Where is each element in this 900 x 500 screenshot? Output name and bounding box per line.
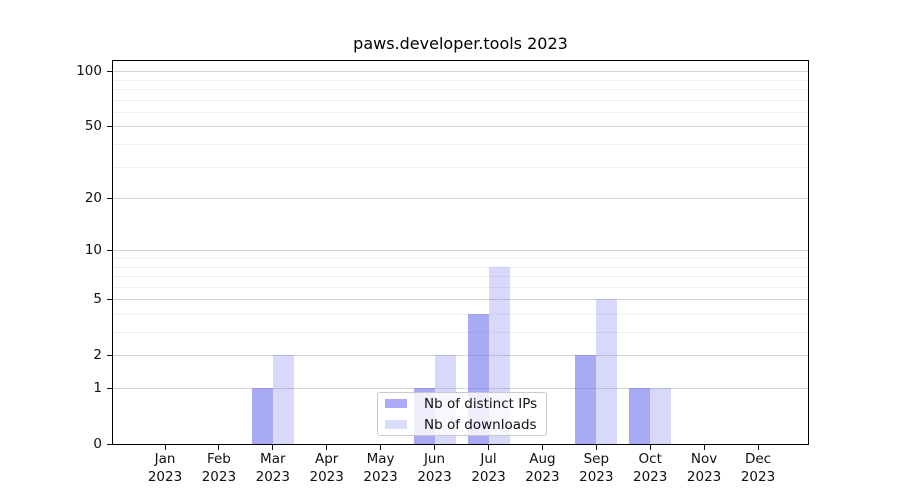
- major-gridline: [113, 198, 808, 200]
- minor-gridline: [113, 89, 808, 90]
- x-tick-mark: [218, 445, 220, 450]
- y-axis-tick-label: 100: [76, 63, 102, 80]
- y-tick-mark: [107, 354, 112, 356]
- x-axis-tick-label: Sep 2023: [579, 451, 614, 485]
- y-axis-tick-label: 1: [93, 380, 102, 396]
- plot-area: [112, 60, 809, 445]
- minor-gridline: [113, 99, 808, 101]
- bar-downloads-oct: [650, 388, 672, 444]
- y-tick-mark: [107, 387, 112, 389]
- major-gridline: [113, 355, 808, 357]
- x-axis-tick-label: Mar 2023: [255, 451, 290, 485]
- major-gridline: [113, 71, 808, 73]
- minor-gridline: [113, 166, 808, 168]
- y-axis-tick-label: 0: [93, 436, 102, 452]
- major-gridline: [113, 388, 808, 389]
- x-tick-mark: [541, 445, 543, 450]
- legend-entry: Nb of distinct IPs: [385, 396, 538, 412]
- major-gridline: [113, 299, 808, 301]
- x-tick-mark: [434, 445, 435, 450]
- x-axis-tick-label: Feb 2023: [201, 451, 237, 485]
- x-axis-tick-label: Aug 2023: [525, 451, 560, 485]
- major-gridline: [113, 126, 808, 128]
- legend-label: Nb of distinct IPs: [424, 395, 538, 412]
- major-gridline: [113, 250, 808, 252]
- y-axis-tick-label: 50: [84, 118, 102, 135]
- y-axis-tick-label: 5: [93, 291, 102, 308]
- x-tick-mark: [649, 445, 651, 450]
- x-axis-tick-label: Apr 2023: [309, 451, 344, 485]
- minor-gridline: [113, 332, 808, 333]
- y-axis-tick-label: 10: [84, 242, 102, 259]
- legend-label: Nb of downloads: [424, 416, 537, 433]
- x-tick-mark: [326, 445, 328, 450]
- legend-entry: Nb of downloads: [385, 417, 538, 433]
- minor-gridline: [113, 258, 808, 259]
- y-axis-tick-label: 20: [84, 190, 102, 207]
- x-axis-tick-label: Dec 2023: [740, 451, 776, 485]
- x-tick-mark: [164, 445, 166, 450]
- minor-gridline: [113, 286, 808, 288]
- x-tick-mark: [272, 445, 274, 450]
- minor-gridline: [113, 314, 808, 315]
- y-tick-mark: [107, 443, 112, 445]
- minor-gridline: [113, 79, 808, 81]
- bar-downloads-mar: [272, 355, 294, 444]
- minor-gridline: [113, 144, 808, 145]
- y-tick-mark: [107, 125, 112, 127]
- x-tick-mark: [703, 445, 705, 450]
- bar-downloads-sep: [596, 299, 618, 444]
- x-axis-tick-label: Jul 2023: [471, 451, 506, 485]
- bar-distinct-ips-mar: [251, 388, 273, 444]
- x-tick-mark: [595, 445, 597, 450]
- minor-gridline: [113, 111, 808, 113]
- x-axis-tick-label: May 2023: [363, 451, 398, 485]
- x-axis-tick-label: Jan 2023: [147, 451, 183, 485]
- legend-swatch-downloads: [385, 420, 407, 429]
- minor-gridline: [113, 266, 808, 268]
- y-tick-mark: [107, 249, 112, 251]
- chart-title: paws.developer.tools 2023: [353, 34, 568, 53]
- y-tick-mark: [107, 70, 112, 72]
- bar-distinct-ips-oct: [629, 388, 651, 444]
- bar-distinct-ips-sep: [575, 355, 597, 444]
- x-tick-mark: [757, 445, 759, 450]
- y-axis-tick-label: 2: [93, 347, 102, 364]
- legend: Nb of distinct IPs Nb of downloads: [377, 392, 547, 436]
- x-axis-tick-label: Oct 2023: [633, 451, 668, 485]
- y-tick-mark: [107, 197, 112, 199]
- x-axis-tick-label: Jun 2023: [417, 451, 452, 485]
- x-tick-mark: [488, 445, 489, 450]
- x-axis-tick-label: Nov 2023: [686, 451, 722, 485]
- minor-gridline: [113, 276, 808, 277]
- legend-swatch-distinct-ips: [385, 399, 407, 408]
- y-tick-mark: [107, 298, 112, 300]
- x-tick-mark: [380, 445, 382, 450]
